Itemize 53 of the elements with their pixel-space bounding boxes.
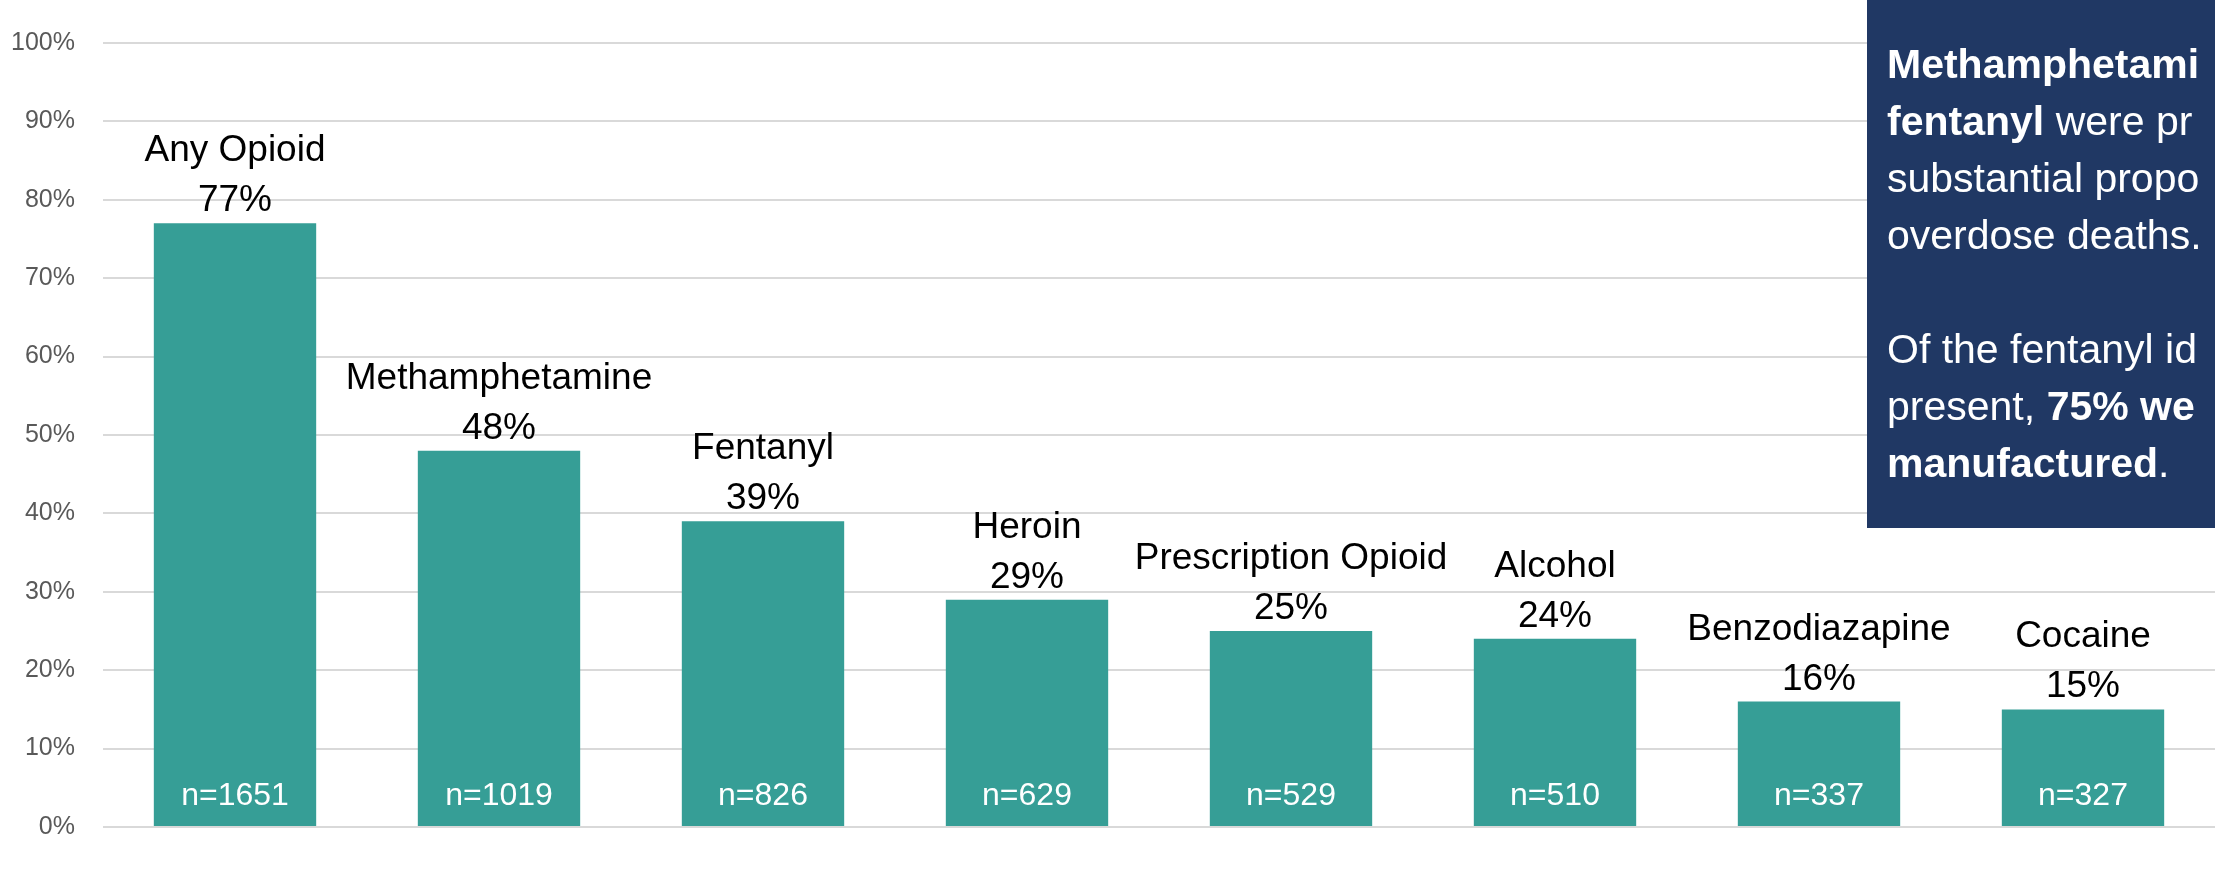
bar [945, 599, 1109, 826]
annotation: fentanyl [1887, 98, 2045, 144]
y-tick-label: 10% [24, 732, 75, 761]
annotation: 75% we [2046, 383, 2195, 429]
y-tick-label: 40% [24, 497, 75, 526]
annotation: were pr [2055, 98, 2193, 144]
x-tick-label: Methamphetamine [345, 355, 653, 397]
y-tick-label: 0% [38, 810, 75, 839]
annotation: Methamphetami [1887, 41, 2200, 87]
y-tick-label: 80% [24, 183, 75, 212]
annotation: manufactured [1887, 440, 2159, 486]
bar [1209, 631, 1373, 826]
annotation: n=1651 [181, 776, 289, 812]
annotation: n=510 [1510, 776, 1600, 812]
data-label: 48% [461, 405, 537, 447]
x-tick-label: Benzodiazapine [1687, 606, 1951, 648]
bar [2001, 709, 2165, 826]
annotation: . [2158, 440, 2170, 486]
x-tick-label: Prescription Opioid [1134, 536, 1448, 577]
data-label: 39% [725, 476, 801, 518]
y-tick-label: 50% [24, 418, 75, 447]
annotation: n=529 [1246, 776, 1336, 812]
annotation: present, [1887, 383, 2036, 429]
annotation: n=826 [718, 776, 808, 812]
x-tick-label: Fentanyl [692, 426, 834, 468]
data-label: 29% [989, 554, 1065, 596]
annotation: n=337 [1774, 776, 1864, 812]
data-label: 24% [1517, 593, 1593, 635]
y-tick-label: 70% [24, 262, 75, 291]
x-tick-label: Cocaine [2015, 614, 2151, 656]
annotation: n=1019 [445, 776, 553, 812]
bar [1473, 638, 1637, 826]
bar [1737, 701, 1901, 826]
x-tick-label: Heroin [972, 504, 1082, 546]
y-tick-label: 90% [24, 105, 75, 134]
data-label: 25% [1253, 586, 1329, 627]
y-tick-label: 30% [24, 575, 75, 604]
y-tick-label: 60% [24, 340, 75, 369]
x-tick-label: Any Opioid [144, 128, 326, 170]
data-label: 77% [197, 178, 273, 220]
y-tick-label: 100% [11, 26, 75, 55]
annotation: n=327 [2038, 776, 2128, 812]
bar [417, 450, 581, 826]
data-label: 16% [1781, 656, 1857, 698]
bar [681, 521, 845, 826]
bar [153, 223, 317, 826]
x-tick-label: Alcohol [1494, 543, 1616, 585]
y-tick-label: 20% [24, 654, 75, 683]
annotation: Of the fentanyl id [1887, 326, 2197, 372]
data-label: 15% [2045, 664, 2121, 706]
annotation: overdose deaths. [1887, 212, 2202, 258]
annotation: substantial propo [1887, 155, 2200, 201]
annotation: n=629 [982, 776, 1072, 812]
